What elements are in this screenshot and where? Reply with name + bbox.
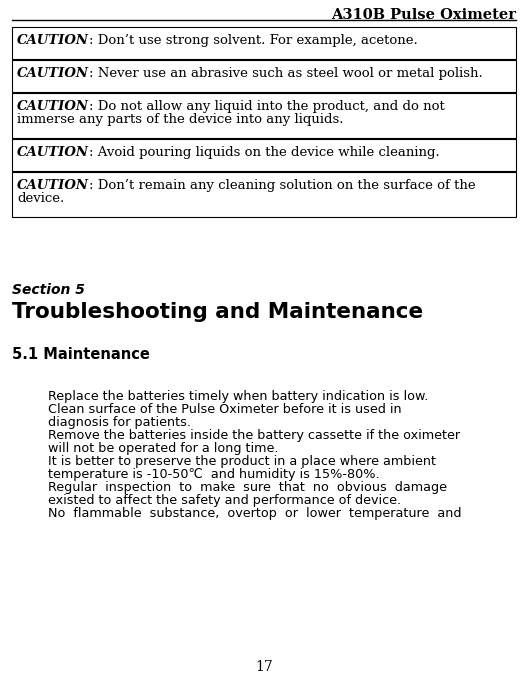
Text: 17: 17 <box>255 660 273 674</box>
Text: Remove the batteries inside the battery cassette if the oximeter: Remove the batteries inside the battery … <box>48 429 460 442</box>
Text: 5.1 Maintenance: 5.1 Maintenance <box>12 347 150 362</box>
Text: temperature is -10-50℃  and humidity is 15%-80%.: temperature is -10-50℃ and humidity is 1… <box>48 468 380 481</box>
Text: It is better to preserve the product in a place where ambient: It is better to preserve the product in … <box>48 455 436 468</box>
Text: Clean surface of the Pulse Oximeter before it is used in: Clean surface of the Pulse Oximeter befo… <box>48 403 402 416</box>
Text: CAUTION: CAUTION <box>17 179 89 192</box>
Text: : Don’t remain any cleaning solution on the surface of the: : Don’t remain any cleaning solution on … <box>89 179 476 192</box>
Text: : Don’t use strong solvent. For example, acetone.: : Don’t use strong solvent. For example,… <box>89 34 418 47</box>
Text: device.: device. <box>17 192 64 205</box>
Text: Troubleshooting and Maintenance: Troubleshooting and Maintenance <box>12 302 423 322</box>
Text: diagnosis for patients.: diagnosis for patients. <box>48 416 191 429</box>
Text: existed to affect the safety and performance of device.: existed to affect the safety and perform… <box>48 494 401 507</box>
Text: A310B Pulse Oximeter: A310B Pulse Oximeter <box>331 8 516 22</box>
Bar <box>12 139 516 171</box>
Bar <box>12 60 516 92</box>
Text: CAUTION: CAUTION <box>17 67 89 80</box>
Text: CAUTION: CAUTION <box>17 34 89 47</box>
Bar <box>12 93 516 138</box>
Bar <box>12 27 516 59</box>
Text: immerse any parts of the device into any liquids.: immerse any parts of the device into any… <box>17 113 344 126</box>
Text: : Never use an abrasive such as steel wool or metal polish.: : Never use an abrasive such as steel wo… <box>89 67 483 80</box>
Text: : Avoid pouring liquids on the device while cleaning.: : Avoid pouring liquids on the device wh… <box>89 146 440 159</box>
Text: will not be operated for a long time.: will not be operated for a long time. <box>48 442 278 455</box>
Text: CAUTION: CAUTION <box>17 146 89 159</box>
Text: Section 5: Section 5 <box>12 283 85 297</box>
Text: Replace the batteries timely when battery indication is low.: Replace the batteries timely when batter… <box>48 390 428 403</box>
Text: CAUTION: CAUTION <box>17 100 89 113</box>
Text: No  flammable  substance,  overtop  or  lower  temperature  and: No flammable substance, overtop or lower… <box>48 507 461 520</box>
Text: Regular  inspection  to  make  sure  that  no  obvious  damage: Regular inspection to make sure that no … <box>48 481 447 494</box>
Text: : Do not allow any liquid into the product, and do not: : Do not allow any liquid into the produ… <box>89 100 445 113</box>
Bar <box>12 172 516 217</box>
